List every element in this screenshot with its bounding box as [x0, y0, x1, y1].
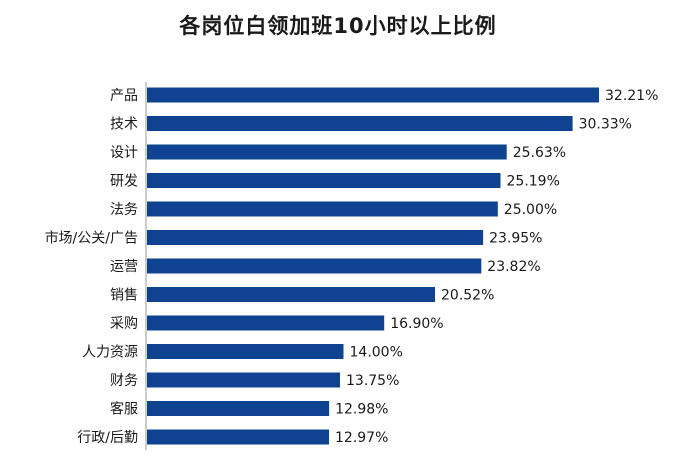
category-label: 销售	[110, 288, 138, 304]
bar	[147, 258, 482, 274]
data-label: 25.63%	[513, 145, 566, 161]
data-label: 14.00%	[350, 345, 403, 361]
category-label: 人力资源	[82, 345, 138, 361]
bar	[147, 173, 501, 188]
bar	[147, 201, 498, 217]
category-label: 采购	[110, 316, 138, 332]
bar	[147, 144, 507, 160]
bar	[147, 315, 385, 331]
data-label: 23.82%	[487, 259, 540, 275]
data-label: 25.00%	[504, 202, 557, 218]
category-label: 研发	[110, 174, 138, 190]
data-label: 13.75%	[346, 373, 399, 389]
category-label: 运营	[110, 259, 138, 275]
bar	[147, 116, 573, 131]
category-label: 行政/后勤	[77, 430, 138, 446]
data-label: 20.52%	[441, 288, 494, 304]
bar	[147, 287, 435, 302]
data-label: 23.95%	[489, 231, 542, 247]
bar	[147, 429, 329, 445]
category-label: 市场/公关/广告	[45, 230, 138, 247]
bar	[147, 401, 330, 416]
data-label: 25.19%	[507, 174, 560, 190]
data-label: 30.33%	[579, 117, 632, 133]
category-label: 产品	[110, 88, 138, 104]
chart-title: 各岗位白领加班10小时以上比例	[179, 14, 497, 38]
bar	[147, 372, 340, 388]
category-label: 设计	[110, 145, 138, 161]
data-label: 12.98%	[335, 402, 388, 418]
category-label: 技术	[110, 117, 138, 133]
data-label: 16.90%	[390, 316, 443, 332]
category-label: 客服	[110, 401, 138, 418]
data-label: 32.21%	[605, 88, 658, 104]
category-label: 法务	[110, 202, 138, 218]
bar	[147, 87, 599, 103]
category-label: 财务	[110, 373, 138, 389]
data-label: 12.97%	[335, 430, 388, 446]
bar	[147, 230, 484, 245]
bar	[147, 344, 344, 359]
